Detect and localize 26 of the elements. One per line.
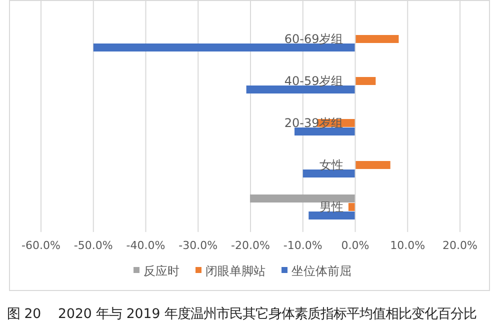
bar [308, 212, 356, 220]
legend-label: 坐位体前屈 [292, 264, 352, 278]
x-tick-label: -10.0% [283, 239, 322, 252]
bar [302, 170, 356, 178]
x-tick-label: -30.0% [178, 239, 218, 252]
bar [355, 35, 399, 43]
bar [93, 44, 356, 52]
x-tick-label: 0.0% [341, 239, 370, 252]
y-tick-label: 60-69岁组 [284, 32, 344, 46]
y-tick-label: 男性 [319, 200, 344, 214]
bar [355, 77, 376, 85]
x-tick-label: -50.0% [74, 239, 113, 252]
legend-label: 闭眼单脚站 [206, 264, 266, 278]
bar [246, 86, 356, 94]
x-tick-label: -40.0% [126, 239, 166, 252]
x-tick-label: -60.0% [22, 239, 60, 252]
x-tick-label: 20.0% [442, 239, 478, 252]
x-tick-label: -20.0% [231, 239, 270, 252]
y-tick-label: 40-59岁组 [284, 74, 344, 88]
bar [348, 203, 356, 211]
bar [355, 161, 390, 169]
x-tick-label: 10.0% [390, 239, 426, 252]
y-tick-label: 女性 [319, 158, 344, 172]
caption: 图 20 2020 年与 2019 年度温州市民其它身体素质指标平均值相比变化百分比 [7, 306, 476, 322]
legend-label: 反应时 [144, 264, 180, 278]
bar [294, 128, 356, 136]
